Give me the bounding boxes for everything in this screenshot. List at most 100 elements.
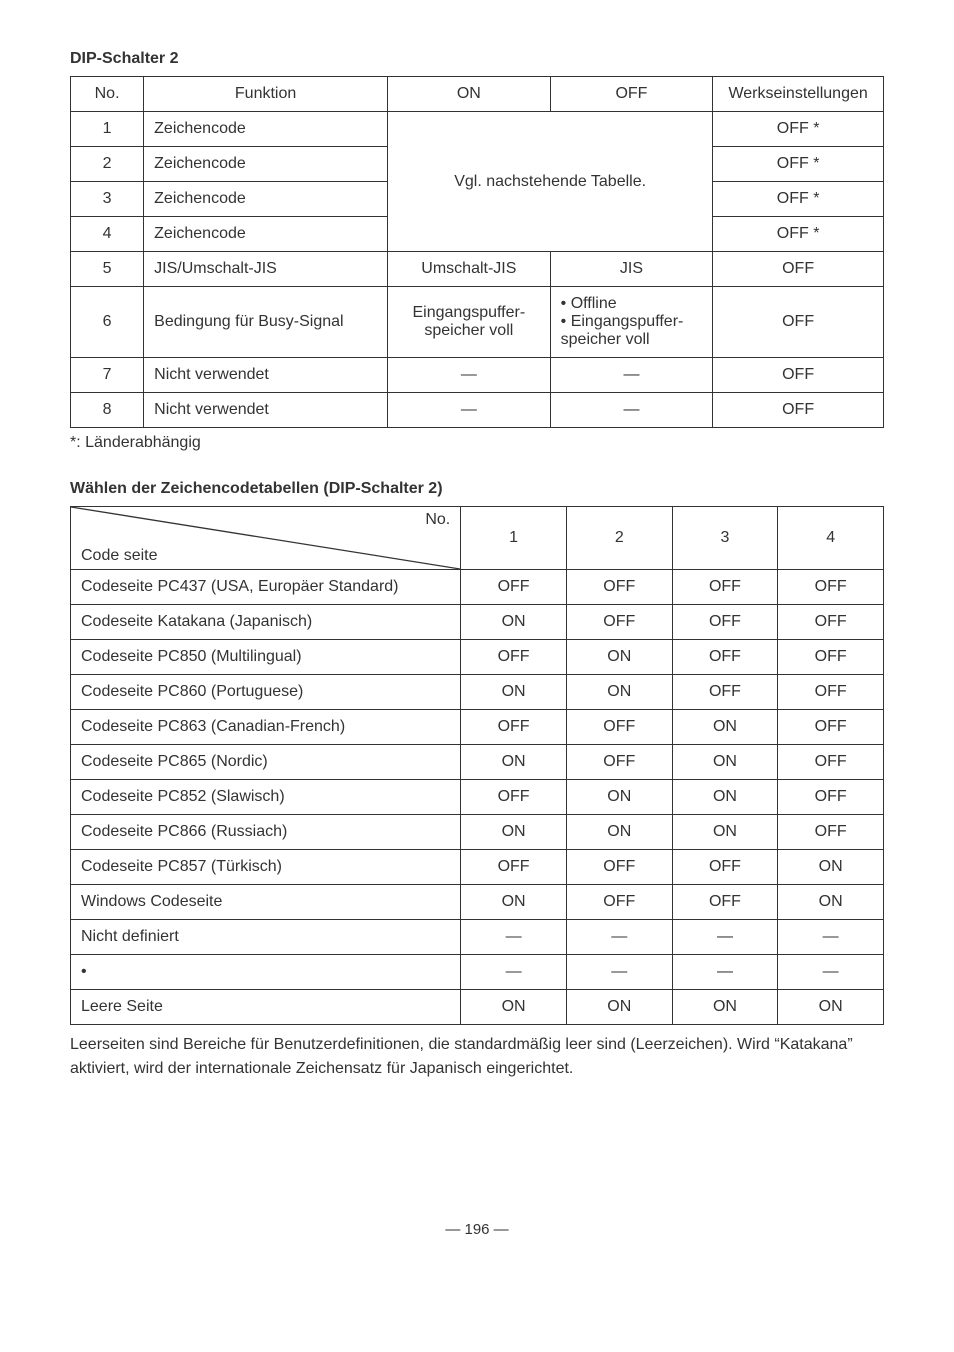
table-row: Nicht definiert————: [71, 920, 884, 955]
footnote-laenderabhaengig: *: Länderabhängig: [70, 434, 884, 452]
cell-value: ON: [566, 675, 672, 710]
cell-label: •: [71, 955, 461, 990]
table-row: Codeseite PC863 (Canadian-French)OFFOFFO…: [71, 710, 884, 745]
col-funktion: Funktion: [144, 77, 388, 112]
cell-no: 6: [71, 287, 144, 358]
cell-value: —: [778, 920, 884, 955]
cell-value: OFF: [778, 710, 884, 745]
cell-func: Bedingung für Busy-Signal: [144, 287, 388, 358]
cell-value: ON: [566, 990, 672, 1025]
cell-value: —: [672, 920, 778, 955]
cell-value: ON: [461, 605, 567, 640]
cell-off: —: [550, 358, 713, 393]
cell-value: OFF: [461, 640, 567, 675]
table-row: 5 JIS/Umschalt-JIS Umschalt-JIS JIS OFF: [71, 252, 884, 287]
col-no: No.: [71, 77, 144, 112]
paragraph-leerseiten: Leerseiten sind Bereiche für Benutzerdef…: [70, 1033, 884, 1081]
col-werks: Werkseinstellungen: [713, 77, 884, 112]
cell-func: Zeichencode: [144, 182, 388, 217]
cell-value: OFF: [778, 570, 884, 605]
cell-label: Codeseite PC437 (USA, Europäer Standard): [71, 570, 461, 605]
cell-value: ON: [778, 885, 884, 920]
table-row: Codeseite Katakana (Japanisch)ONOFFOFFOF…: [71, 605, 884, 640]
table-row: Leere SeiteONONONON: [71, 990, 884, 1025]
cell-value: OFF: [566, 885, 672, 920]
cell-set: OFF *: [713, 217, 884, 252]
cell-value: OFF: [672, 675, 778, 710]
col-4: 4: [778, 507, 884, 570]
table-row: Codeseite PC850 (Multilingual)OFFONOFFOF…: [71, 640, 884, 675]
diagonal-header: No. Code seite: [71, 507, 461, 570]
cell-label: Codeseite Katakana (Japanisch): [71, 605, 461, 640]
cell-value: OFF: [778, 815, 884, 850]
col-2: 2: [566, 507, 672, 570]
cell-value: ON: [566, 815, 672, 850]
cell-label: Codeseite PC866 (Russiach): [71, 815, 461, 850]
table-row: •————: [71, 955, 884, 990]
cell-value: ON: [778, 850, 884, 885]
cell-func: Nicht verwendet: [144, 358, 388, 393]
cell-no: 5: [71, 252, 144, 287]
cell-set: OFF *: [713, 182, 884, 217]
cell-value: ON: [461, 675, 567, 710]
table-row: Codeseite PC437 (USA, Europäer Standard)…: [71, 570, 884, 605]
cell-on: Umschalt-JIS: [388, 252, 551, 287]
cell-value: ON: [566, 780, 672, 815]
table-dip-schalter-2: No. Funktion ON OFF Werkseinstellungen 1…: [70, 76, 884, 428]
cell-on: Eingangspuffer-speicher voll: [388, 287, 551, 358]
diag-bottom-label: Code seite: [81, 547, 158, 565]
table-zeichencodetabellen: No. Code seite 1 2 3 4 Codeseite PC437 (…: [70, 506, 884, 1025]
cell-label: Leere Seite: [71, 990, 461, 1025]
heading-zeichencodetabellen: Wählen der Zeichencodetabellen (DIP-Scha…: [70, 480, 884, 498]
cell-off: —: [550, 393, 713, 428]
cell-label: Codeseite PC852 (Slawisch): [71, 780, 461, 815]
cell-no: 1: [71, 112, 144, 147]
cell-value: ON: [461, 815, 567, 850]
off-line: • Offline: [561, 295, 703, 313]
cell-value: OFF: [461, 780, 567, 815]
cell-label: Codeseite PC865 (Nordic): [71, 745, 461, 780]
cell-no: 8: [71, 393, 144, 428]
cell-value: ON: [461, 990, 567, 1025]
table-row: Codeseite PC866 (Russiach)ONONONOFF: [71, 815, 884, 850]
cell-func: Zeichencode: [144, 217, 388, 252]
cell-set: OFF: [713, 393, 884, 428]
cell-no: 2: [71, 147, 144, 182]
cell-value: OFF: [672, 605, 778, 640]
cell-func: JIS/Umschalt-JIS: [144, 252, 388, 287]
cell-value: —: [566, 955, 672, 990]
table-row: 6 Bedingung für Busy-Signal Eingangspuff…: [71, 287, 884, 358]
table-header-row: No. Funktion ON OFF Werkseinstellungen: [71, 77, 884, 112]
table-row: 7 Nicht verwendet — — OFF: [71, 358, 884, 393]
cell-set: OFF *: [713, 112, 884, 147]
cell-value: OFF: [778, 640, 884, 675]
table-row: 8 Nicht verwendet — — OFF: [71, 393, 884, 428]
cell-value: —: [672, 955, 778, 990]
cell-value: —: [461, 920, 567, 955]
cell-label: Codeseite PC860 (Portuguese): [71, 675, 461, 710]
cell-label: Windows Codeseite: [71, 885, 461, 920]
cell-label: Codeseite PC857 (Türkisch): [71, 850, 461, 885]
cell-value: OFF: [566, 605, 672, 640]
cell-merged: Vgl. nachstehende Tabelle.: [388, 112, 713, 252]
cell-no: 7: [71, 358, 144, 393]
col-on: ON: [388, 77, 551, 112]
cell-func: Zeichencode: [144, 112, 388, 147]
cell-func: Nicht verwendet: [144, 393, 388, 428]
cell-value: ON: [566, 640, 672, 675]
table-row: Codeseite PC865 (Nordic)ONOFFONOFF: [71, 745, 884, 780]
cell-no: 4: [71, 217, 144, 252]
cell-value: —: [566, 920, 672, 955]
cell-value: OFF: [778, 605, 884, 640]
cell-set: OFF *: [713, 147, 884, 182]
cell-set: OFF: [713, 358, 884, 393]
cell-no: 3: [71, 182, 144, 217]
cell-value: ON: [672, 745, 778, 780]
cell-value: OFF: [672, 885, 778, 920]
cell-value: OFF: [672, 850, 778, 885]
cell-value: OFF: [566, 745, 672, 780]
cell-value: OFF: [778, 780, 884, 815]
cell-func: Zeichencode: [144, 147, 388, 182]
cell-value: OFF: [566, 850, 672, 885]
cell-on: —: [388, 358, 551, 393]
